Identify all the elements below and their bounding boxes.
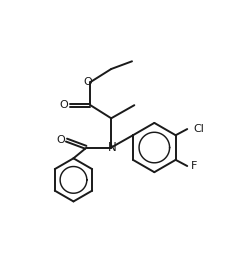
Text: N: N xyxy=(107,141,116,154)
Text: O: O xyxy=(83,77,91,87)
Text: O: O xyxy=(56,135,65,145)
Text: O: O xyxy=(60,100,68,110)
Text: Cl: Cl xyxy=(193,124,203,134)
Text: F: F xyxy=(190,161,197,171)
